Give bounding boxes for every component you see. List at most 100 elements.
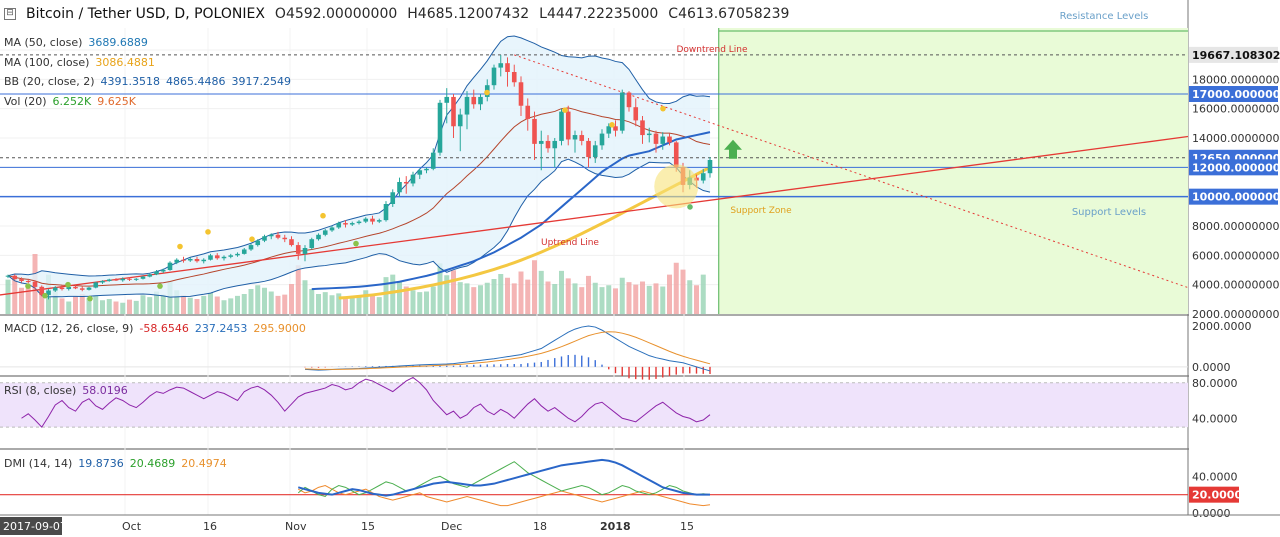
volume-bar xyxy=(403,286,409,314)
candle-body xyxy=(383,204,389,221)
volume-bar xyxy=(653,283,659,314)
rsi-legend[interactable]: RSI (8, close) 58.0196 xyxy=(4,384,134,397)
candle-body xyxy=(329,227,335,231)
horizontal-levels xyxy=(0,54,1188,198)
volume-bar xyxy=(201,295,207,314)
candle-body xyxy=(511,72,517,83)
bb-legend[interactable]: BB (20, close, 2) 4391.3518 4865.4486 3917.… xyxy=(4,75,297,88)
price-axis-label: 8000.00000000 xyxy=(1192,220,1279,233)
candle-body xyxy=(390,192,396,204)
ma50-legend[interactable]: MA (50, close) 3689.6889 xyxy=(4,36,154,49)
candle-body xyxy=(52,287,58,291)
volume-bar xyxy=(619,277,625,314)
candle-body xyxy=(356,221,362,224)
macd-value-3: 295.9000 xyxy=(253,322,306,335)
candle-body xyxy=(100,281,105,283)
candle-body xyxy=(646,133,652,136)
volume-bar xyxy=(59,298,65,314)
candle-body xyxy=(59,287,65,290)
volume-bar xyxy=(208,292,213,314)
time-axis[interactable]: 2017-09-07 Oct 16 Nov 15 Dec 18 2018 15 xyxy=(0,514,1280,535)
candle-body xyxy=(667,136,672,143)
candle-body xyxy=(160,270,166,272)
price-axis[interactable]: 18000.00000000 16000.00000000 14000.000000… xyxy=(1189,0,1280,520)
macd-legend[interactable]: MACD (12, 26, close, 9) -58.6546 237.2453 2… xyxy=(4,322,312,335)
candle-body xyxy=(336,223,342,228)
fractal-marker xyxy=(157,283,163,289)
volume-bar xyxy=(646,285,652,314)
price-tag xyxy=(1189,46,1278,63)
price-axis-label: 4000.00000000 xyxy=(1192,279,1279,292)
candle-body xyxy=(127,278,132,280)
volume-bar xyxy=(235,295,240,314)
price-axis-label: 2000.00000000 xyxy=(1192,308,1279,321)
moving-averages xyxy=(311,131,711,300)
bollinger-upper xyxy=(7,35,711,277)
volume-bar xyxy=(700,274,706,314)
candle-body xyxy=(93,282,99,288)
dmi-value-3: 20.4974 xyxy=(181,457,227,470)
fractal-marker xyxy=(562,107,568,113)
volume-bar xyxy=(93,295,99,314)
symbol-title[interactable]: Bitcoin / Tether USD, D, POLONIEX xyxy=(26,6,265,22)
candle-body xyxy=(39,286,45,295)
dmi-legend[interactable]: DMI (14, 14) 19.8736 20.4689 20.4974 xyxy=(4,457,233,470)
volume-bar xyxy=(289,284,294,314)
volume-bar xyxy=(538,270,544,314)
candle-body xyxy=(552,140,558,149)
volume-bar xyxy=(694,285,699,314)
volume-bar xyxy=(356,295,362,314)
collapse-icon[interactable]: ⊟ xyxy=(4,8,16,20)
low-value: L4447.22235000 xyxy=(539,6,659,22)
volume-bar xyxy=(154,291,159,314)
volume-bar xyxy=(586,275,591,314)
volume-bar xyxy=(295,265,301,314)
volume-legend[interactable]: Vol (20) 6.252K 9.625K xyxy=(4,95,142,108)
macd-signal-line xyxy=(304,331,711,370)
candle-body xyxy=(626,92,632,108)
volume-bar xyxy=(626,282,632,314)
candle-body xyxy=(464,96,470,115)
time-axis-label: 15 xyxy=(361,520,375,533)
bollinger-fill xyxy=(8,35,710,298)
volume-bar xyxy=(363,290,369,314)
bb-value-1: 4391.3518 xyxy=(100,75,161,88)
candle-body xyxy=(559,111,564,141)
candle-body xyxy=(120,278,126,281)
candle-body xyxy=(538,140,544,144)
fractal-marker xyxy=(25,283,31,289)
open-value: O4592.00000000 xyxy=(274,6,398,22)
volume-bar xyxy=(478,285,483,314)
rsi-axis-label: 40.0000 xyxy=(1192,412,1238,425)
price-tag xyxy=(1189,86,1278,102)
volume-bar xyxy=(687,280,693,314)
candle-body xyxy=(208,255,213,260)
candle-body xyxy=(532,118,537,144)
fractal-marker xyxy=(65,281,71,288)
volume-bar xyxy=(25,282,31,314)
candle-body xyxy=(113,279,119,281)
rsi-axis-label: 80.0000 xyxy=(1192,377,1238,390)
candle-body xyxy=(437,102,443,153)
price-tag-label: 10000.00000000 xyxy=(1192,191,1280,204)
candle-body xyxy=(640,120,645,136)
volume-bar xyxy=(565,278,571,314)
volume-bar xyxy=(397,281,402,314)
volume-bar xyxy=(424,291,429,314)
price-axis-label: 16000.00000000 xyxy=(1192,103,1280,116)
candle-body xyxy=(282,237,288,240)
volume-bar xyxy=(491,279,497,314)
candle-body xyxy=(181,259,186,261)
volume-bar xyxy=(12,276,18,314)
candle-body xyxy=(302,248,308,254)
volume-bar xyxy=(73,296,78,314)
trend-lines[interactable] xyxy=(0,54,1189,296)
volume-bar xyxy=(613,288,618,314)
candle-body xyxy=(66,286,72,290)
volume-bar xyxy=(309,289,315,314)
resistance-label: Resistance Levels xyxy=(1060,11,1149,22)
price-tag xyxy=(1189,159,1278,176)
ma100-legend[interactable]: MA (100, close) 3086.4881 xyxy=(4,56,161,69)
time-axis-label: 15 xyxy=(680,520,694,533)
